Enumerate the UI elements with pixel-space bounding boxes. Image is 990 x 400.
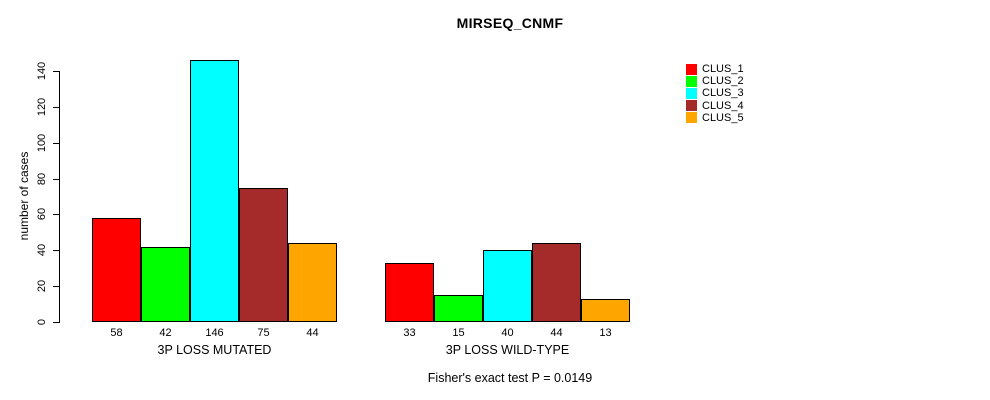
bar-clus_2-group1: [141, 247, 190, 322]
bar-clus_5-group1: [288, 243, 337, 322]
legend-entry-clus_5: CLUS_5: [686, 112, 744, 124]
legend-swatch-icon: [686, 112, 697, 124]
y-tick-mark: [53, 71, 60, 72]
legend-entry-clus_4: CLUS_4: [686, 100, 744, 112]
legend: CLUS_1 CLUS_2 CLUS_3 CLUS_4 CLUS_5: [686, 63, 744, 124]
bar-clus_1-group2: [385, 263, 434, 322]
bar-clus_3-group2: [483, 250, 532, 322]
group-label-1: 3P LOSS MUTATED: [157, 343, 272, 357]
legend-swatch-icon: [686, 63, 697, 75]
legend-swatch-icon: [686, 100, 697, 112]
bar-clus_5-group2: [581, 299, 630, 322]
bar-value-label: 44: [550, 327, 563, 339]
y-tick-label: 120: [36, 97, 48, 117]
y-axis-title: number of cases: [17, 151, 31, 241]
y-tick-mark: [53, 143, 60, 144]
legend-entry-clus_1: CLUS_1: [686, 63, 744, 75]
legend-label: CLUS_4: [702, 99, 744, 112]
y-axis-line: [59, 71, 60, 322]
y-tick-mark: [53, 214, 60, 215]
y-tick-mark: [53, 286, 60, 287]
y-tick-mark: [53, 179, 60, 180]
bar-clus_4-group1: [239, 188, 288, 322]
bar-value-label: 75: [257, 327, 270, 339]
y-tick-label: 140: [36, 61, 48, 81]
bar-value-label: 13: [599, 327, 612, 339]
y-tick-label: 20: [36, 279, 48, 293]
bar-value-label: 44: [306, 327, 319, 339]
legend-label: CLUS_2: [702, 75, 744, 88]
bar-clus_2-group2: [434, 295, 483, 322]
legend-label: CLUS_5: [702, 111, 744, 124]
y-tick-mark: [53, 322, 60, 323]
bar-value-label: 146: [205, 327, 224, 339]
bar-clus_3-group1: [190, 60, 239, 322]
legend-entry-clus_2: CLUS_2: [686, 75, 744, 87]
y-tick-label: 0: [36, 318, 48, 326]
bar-clus_1-group1: [92, 218, 141, 322]
legend-entry-clus_3: CLUS_3: [686, 87, 744, 99]
y-tick-label: 60: [36, 207, 48, 221]
y-tick-label: 80: [36, 172, 48, 186]
y-tick-label: 40: [36, 243, 48, 257]
legend-swatch-icon: [686, 87, 697, 99]
bar-value-label: 15: [452, 327, 465, 339]
group-label-2: 3P LOSS WILD-TYPE: [445, 343, 570, 357]
legend-label: CLUS_1: [702, 63, 744, 76]
annotation-fisher-test: Fisher's exact test P = 0.0149: [427, 371, 593, 385]
bar-value-label: 40: [501, 327, 514, 339]
bar-value-label: 33: [403, 327, 416, 339]
y-tick-label: 100: [36, 133, 48, 153]
bar-clus_4-group2: [532, 243, 581, 322]
y-tick-mark: [53, 107, 60, 108]
legend-label: CLUS_3: [702, 87, 744, 100]
chart-title: MIRSEQ_CNMF: [456, 15, 564, 31]
bar-value-label: 58: [110, 327, 123, 339]
bar-value-label: 42: [159, 327, 172, 339]
y-tick-mark: [53, 250, 60, 251]
legend-swatch-icon: [686, 75, 697, 87]
